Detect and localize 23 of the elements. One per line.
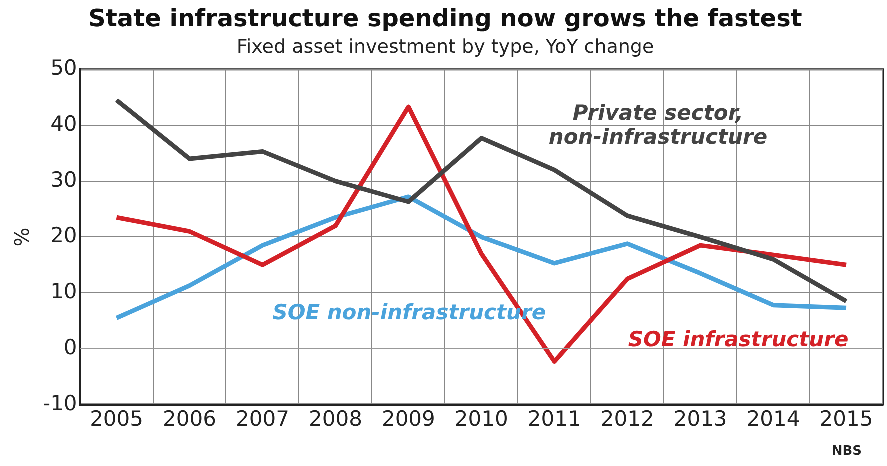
- y-tick-label: 20: [50, 224, 78, 248]
- y-tick-label: 50: [50, 56, 78, 80]
- y-tick-label: -10: [42, 391, 78, 416]
- text: NBS: [832, 444, 862, 459]
- x-tick-label: 2015: [820, 406, 874, 431]
- x-tick-label: 2008: [308, 406, 362, 431]
- x-tick-label: 2009: [382, 406, 436, 431]
- x-tick-label: 2005: [90, 406, 144, 431]
- series-label: SOE infrastructure: [628, 328, 849, 352]
- x-tick-label: 2012: [600, 406, 654, 431]
- y-tick-label: 10: [50, 280, 78, 304]
- y-axis-title: %: [10, 228, 34, 247]
- x-tick-label: 2011: [528, 406, 582, 431]
- chart-title: State infrastructure spending now grows the fastest: [88, 4, 802, 33]
- x-tick-label: 2013: [674, 406, 728, 431]
- y-tick-label: 30: [50, 168, 78, 192]
- x-tick-label: 2006: [163, 406, 216, 431]
- y-tick-label: 40: [50, 112, 78, 136]
- chart-subtitle: Fixed asset investment by type, YoY change: [236, 36, 654, 58]
- x-tick-label: 2010: [454, 406, 508, 431]
- x-tick-label: 2014: [746, 406, 800, 431]
- y-tick-label: 0: [64, 335, 78, 360]
- x-tick-label: 2007: [236, 406, 290, 431]
